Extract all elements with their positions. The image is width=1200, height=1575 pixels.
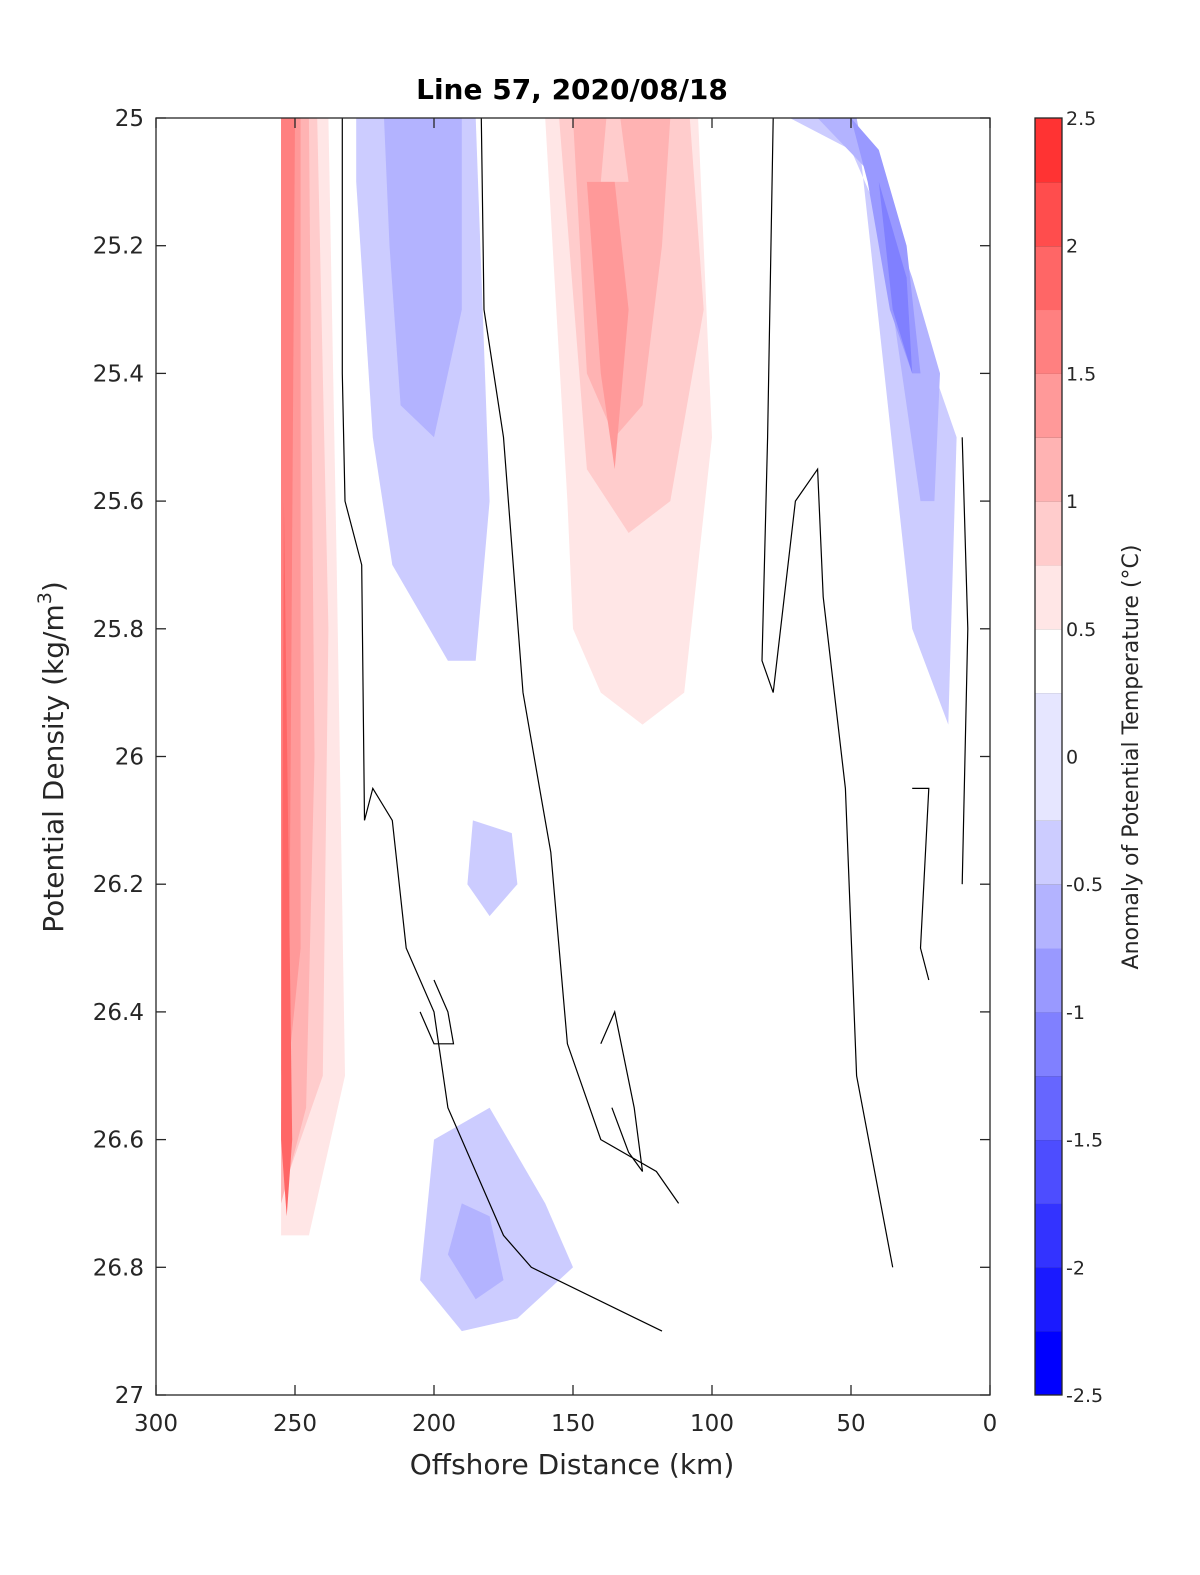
contour-region-19	[503, 596, 551, 789]
colorbar-tick-label: 0.5	[1066, 619, 1096, 641]
x-tick-label: 100	[690, 1411, 734, 1437]
colorbar-segment	[1035, 628, 1062, 694]
colorbar-tick-label: -1	[1066, 1002, 1085, 1024]
zero-contour-line-7	[961, 437, 969, 885]
colorbar-segment	[1035, 948, 1062, 1013]
colorbar-tick-label: 2	[1066, 236, 1078, 258]
zero-contour-line-1	[341, 118, 663, 1332]
colorbar-title: Anomaly of Potential Temperature (°C)	[1119, 545, 1144, 970]
zero-contour-lines	[341, 118, 969, 1332]
colorbar-segment	[1035, 820, 1062, 885]
colorbar-tick-label: 1	[1066, 491, 1078, 513]
colorbar-segment	[1035, 1139, 1062, 1204]
contour-region-22	[467, 820, 518, 917]
x-axis: 300 250 200 150 100 50 0	[134, 118, 997, 1437]
chart-title: Line 57, 2020/08/18	[416, 73, 728, 106]
colorbar-segment	[1035, 437, 1062, 502]
colorbar-segment	[1035, 501, 1062, 566]
colorbar-segment	[1035, 245, 1062, 311]
contour-region-11	[817, 118, 940, 502]
colorbar-tick-label: -1.5	[1066, 1130, 1103, 1152]
colorbar-tick-label: 0	[1066, 747, 1078, 769]
colorbar-segment	[1035, 1011, 1062, 1077]
zero-contour-line-6	[912, 787, 930, 981]
zero-contour-line-4	[600, 1009, 644, 1172]
zero-contour-line-3	[419, 979, 455, 1045]
contour-region-13	[878, 181, 913, 374]
colorbar-segment	[1035, 118, 1062, 183]
colorbar-frame	[1034, 117, 1063, 1396]
y-axis-title: Potential Density (kg/m3)	[34, 581, 70, 933]
x-tick-label: 150	[551, 1411, 595, 1437]
y-tick-label: 25.6	[93, 489, 144, 515]
contour-region-7	[281, 501, 293, 1217]
x-tick-label: 0	[983, 1411, 998, 1437]
contour-region-21	[447, 1203, 504, 1300]
x-tick-label: 50	[836, 1411, 865, 1437]
y-tick-label: 27	[115, 1383, 144, 1409]
x-axis-title: Offshore Distance (km)	[410, 1448, 735, 1481]
y-tick-label: 26.4	[93, 1000, 144, 1026]
colorbar-tick-label: 2.5	[1066, 108, 1096, 130]
x-tick-label: 200	[412, 1411, 456, 1437]
colorbar-tick-label: -2.5	[1066, 1385, 1103, 1407]
contour-region-23	[789, 564, 813, 725]
colorbar-tick-label: -2	[1066, 1257, 1085, 1279]
contour-region-18	[586, 181, 629, 470]
zero-contour-line-2	[480, 118, 680, 1204]
colorbar-segment	[1035, 1075, 1062, 1141]
y-axis-title-main: Potential Density (kg/m	[37, 604, 70, 933]
colorbar-segment	[1035, 373, 1062, 438]
contour-region-10	[789, 118, 957, 725]
y-axis-title-close: )	[37, 581, 70, 592]
colorbar-tick-label: -0.5	[1066, 874, 1103, 896]
colorbar-tick-label: 1.5	[1066, 363, 1096, 385]
y-tick-label: 25.4	[93, 361, 144, 387]
colorbar-segment	[1035, 692, 1062, 821]
y-tick-label: 26	[115, 745, 144, 771]
contour-fills	[281, 118, 990, 1332]
y-tick-label: 25	[115, 106, 144, 132]
y-tick-label: 26.6	[93, 1128, 144, 1154]
colorbar-segment	[1035, 1331, 1062, 1396]
colorbar-segment	[1035, 181, 1062, 247]
y-axis: 25 25.2 25.4 25.6 25.8 26 26.2 26.4 26.6 26.8 27	[93, 106, 990, 1409]
colorbar-segment	[1035, 564, 1062, 630]
contour-region-9	[384, 118, 462, 438]
y-tick-label: 25.2	[93, 234, 144, 260]
colorbar-segment	[1035, 1203, 1062, 1268]
zero-contour-line-5	[761, 118, 894, 1268]
y-axis-title-superscript: 3	[34, 592, 56, 604]
y-tick-label: 26.2	[93, 872, 144, 898]
colorbar-segment	[1035, 884, 1062, 949]
x-tick-label: 300	[134, 1411, 178, 1437]
colorbar: 2.5 2 1.5 1 0.5 0 -0.5 -1 -1.5 -2 -2.5	[1035, 108, 1103, 1407]
colorbar-segment	[1035, 1267, 1062, 1332]
y-tick-label: 26.8	[93, 1255, 144, 1281]
colorbar-segment	[1035, 309, 1062, 374]
y-tick-label: 25.8	[93, 617, 144, 643]
contour-region-24	[967, 437, 990, 789]
x-tick-label: 250	[273, 1411, 317, 1437]
